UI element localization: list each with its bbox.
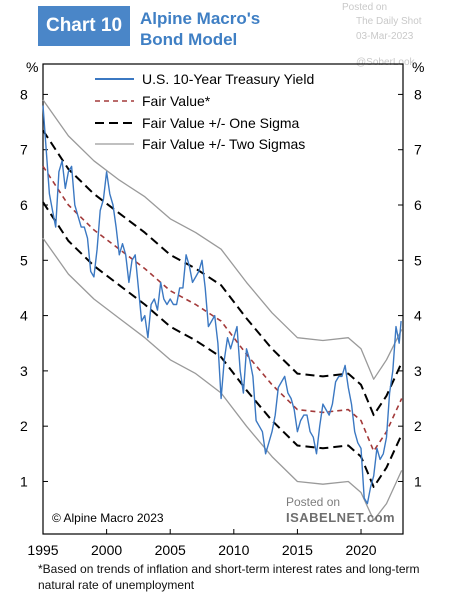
y-axis-unit-right: %	[412, 59, 424, 75]
y-tick-label-right: 3	[414, 363, 422, 379]
isabelnet-watermark: Posted on ISABELNET.com	[286, 495, 395, 527]
y-axis-unit-left: %	[26, 59, 38, 75]
x-tick-label: 2020	[345, 542, 376, 558]
watermark-handle: @SoberLook	[356, 57, 415, 68]
y-tick-label-right: 4	[414, 308, 422, 324]
series-fair-value	[42, 165, 403, 452]
series-treasury-yield	[42, 105, 402, 505]
axis-ticks: 1 1 2 2 3 3 4 4 5 5 6 6 7 7 8 8 1995 2000 2005 2010 2015 2020	[20, 86, 422, 558]
plot-frame	[42, 63, 404, 535]
y-tick-label-right: 8	[414, 86, 422, 102]
y-tick-label-left: 4	[20, 308, 28, 324]
x-tick-label: 1995	[27, 542, 58, 558]
y-tick-label-left: 7	[20, 142, 28, 158]
y-tick-label-left: 8	[20, 86, 28, 102]
series-fair-value-plus-one-sigma	[42, 129, 403, 417]
y-tick-label-left: 1	[20, 473, 28, 489]
chart-title: Alpine Macro's Bond Model	[140, 8, 260, 50]
watermark-posted-on: Posted on	[342, 2, 388, 13]
legend: U.S. 10-Year Treasury Yield Fair Value* …	[95, 71, 314, 152]
watermark-site: The Daily Shot	[356, 16, 422, 27]
series-lines	[42, 99, 403, 521]
x-tick-label: 2000	[91, 542, 122, 558]
y-tick-label-right: 5	[414, 252, 422, 268]
isabelnet-brand: ISABELNET.com	[286, 510, 396, 525]
x-tick-label: 2005	[155, 542, 186, 558]
series-fair-value-minus-two-sigmas	[42, 237, 403, 521]
y-tick-label-right: 7	[414, 142, 422, 158]
legend-label-treasury-yield: U.S. 10-Year Treasury Yield	[142, 71, 314, 87]
legend-label-two-sigma: Fair Value +/- Two Sigmas	[142, 136, 305, 152]
chart-number-badge: Chart 10	[38, 6, 130, 46]
footnote: *Based on trends of inflation and short-…	[38, 562, 420, 592]
series-fair-value-minus-one-sigma	[42, 201, 403, 488]
watermark-date: 03-Mar-2023	[356, 31, 414, 42]
legend-label-one-sigma: Fair Value +/- One Sigma	[142, 115, 300, 131]
y-tick-label-right: 1	[414, 473, 422, 489]
x-tick-label: 2010	[218, 542, 249, 558]
chart-title-line-1: Alpine Macro's	[140, 9, 261, 28]
legend-label-fair-value: Fair Value*	[142, 93, 211, 109]
y-tick-label-left: 6	[20, 197, 28, 213]
source-credit: © Alpine Macro 2023	[52, 511, 164, 525]
y-tick-label-right: 2	[414, 418, 422, 434]
series-fair-value-plus-two-sigmas	[42, 99, 403, 380]
chart-title-line-2: Bond Model	[140, 30, 238, 49]
y-tick-label-left: 3	[20, 363, 28, 379]
isabelnet-posted-on: Posted on	[286, 495, 341, 509]
y-tick-label-left: 5	[20, 252, 28, 268]
y-tick-label-right: 6	[414, 197, 422, 213]
y-tick-label-left: 2	[20, 418, 28, 434]
x-tick-label: 2015	[282, 542, 313, 558]
